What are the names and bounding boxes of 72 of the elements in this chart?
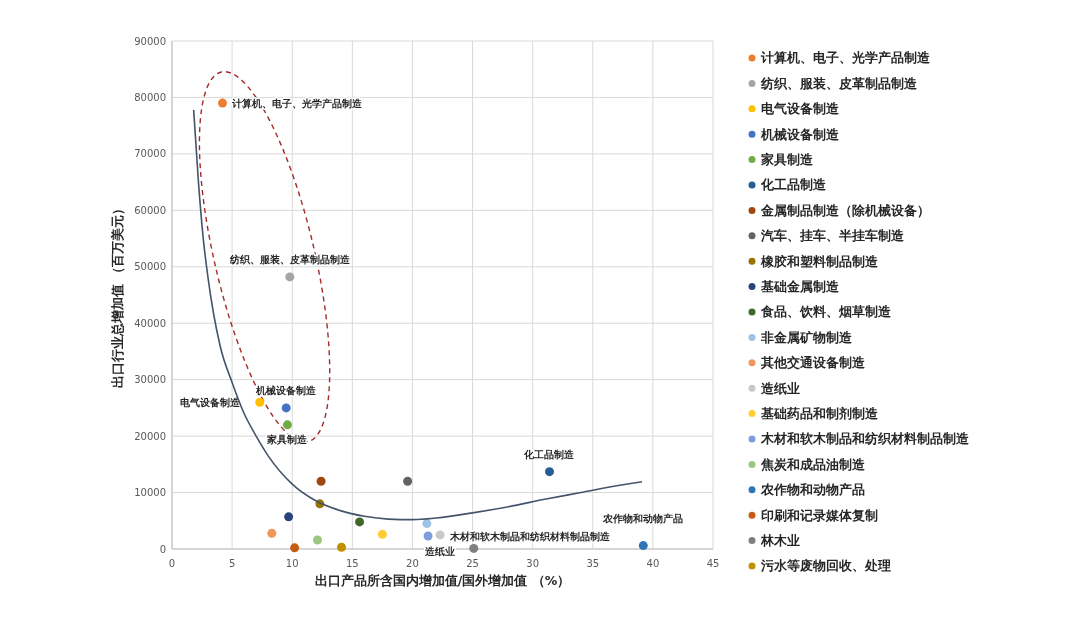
annotation: 家具制造 (266, 433, 309, 445)
annotation: 木材和软木制品和纺织材料制品制造 (449, 531, 612, 543)
annotation: 机械设备制造 (255, 384, 318, 396)
legend-label: 木材和软木制品和纺织材料制品制造 (760, 431, 969, 447)
x-tick-label: 30 (526, 558, 540, 569)
point (267, 528, 277, 538)
point (355, 517, 365, 527)
x-tick-label: 20 (406, 558, 419, 569)
legend-label: 印刷和记录媒体复制 (761, 507, 878, 523)
point (255, 397, 265, 407)
annotation: 农作物和动物产品 (602, 512, 684, 524)
x-tick-label: 15 (345, 558, 359, 569)
legend-label: 林木业 (760, 532, 800, 548)
legend-label: 污水等废物回收、处理 (760, 558, 891, 574)
y-tick-label: 0 (159, 543, 166, 555)
y-tick-label: 30000 (134, 374, 166, 386)
annotation: 计算机、电子、光学产品制造 (231, 98, 364, 110)
point (337, 542, 347, 552)
legend-label: 家具制造 (760, 151, 813, 167)
x-tick-label: 25 (466, 558, 479, 569)
y-tick-label: 20000 (134, 430, 166, 442)
legend-label: 农作物和动物产品 (760, 482, 865, 498)
point (282, 420, 292, 430)
y-tick-label: 60000 (134, 204, 166, 216)
x-tick-label: 40 (646, 558, 660, 569)
legend-label: 机械设备制造 (760, 126, 839, 142)
legend-label: 其他交通设备制造 (760, 355, 865, 371)
point (469, 543, 479, 553)
legend-label: 金属制品制造（除机械设备） (760, 202, 930, 218)
legend-label: 计算机、电子、光学产品制造 (760, 50, 930, 66)
point (316, 476, 326, 486)
legend-label: 非金属矿物制造 (760, 329, 852, 345)
y-axis-title: 出口行业总增加值 （百万美元） (110, 201, 125, 389)
y-tick-label: 80000 (134, 91, 166, 103)
x-axis-title: 出口产品所含国内增加值/国外增加值 （%） (314, 573, 571, 588)
annotation: 化工品制造 (523, 448, 576, 460)
legend-label: 食品、饮料、烟草制造 (760, 304, 891, 320)
point (545, 467, 554, 477)
legend-label: 基础金属制造 (760, 278, 839, 294)
point (377, 529, 387, 539)
point (403, 476, 413, 486)
y-tick-label: 90000 (134, 35, 166, 47)
point (285, 272, 295, 282)
legend-label: 汽车、挂车、半挂车制造 (760, 228, 904, 244)
annotation: 纺织、服装、皮革制品制造 (228, 253, 351, 265)
point (217, 98, 227, 108)
legend-label: 电气设备制造 (761, 101, 839, 117)
x-tick-label: 35 (586, 558, 600, 569)
point (435, 530, 445, 540)
legend-label: 化工品制造 (760, 177, 826, 193)
point (281, 403, 291, 413)
x-tick-label: 5 (228, 558, 236, 569)
point (423, 531, 433, 541)
point (422, 519, 432, 529)
y-tick-label: 70000 (134, 148, 166, 160)
point (290, 543, 300, 553)
point (312, 535, 322, 545)
y-tick-label: 10000 (134, 487, 166, 499)
point (638, 541, 648, 551)
legend-label: 基础药品和制剂制造 (760, 405, 878, 421)
legend-label: 焦炭和成品油制造 (760, 456, 865, 472)
annotation: 电气设备制造 (179, 397, 241, 409)
x-tick-label: 0 (168, 558, 176, 569)
y-tick-label: 50000 (134, 261, 166, 273)
x-tick-label: 10 (285, 558, 299, 569)
legend-label: 纺织、服装、皮革制品制造 (760, 75, 917, 91)
y-tick-label: 40000 (134, 317, 166, 329)
annotation: 造纸业 (425, 545, 456, 557)
point (284, 512, 294, 522)
legend-label: 橡胶和塑料制品制造 (760, 253, 878, 269)
x-tick-label: 45 (706, 558, 720, 569)
legend-label: 造纸业 (760, 380, 800, 396)
